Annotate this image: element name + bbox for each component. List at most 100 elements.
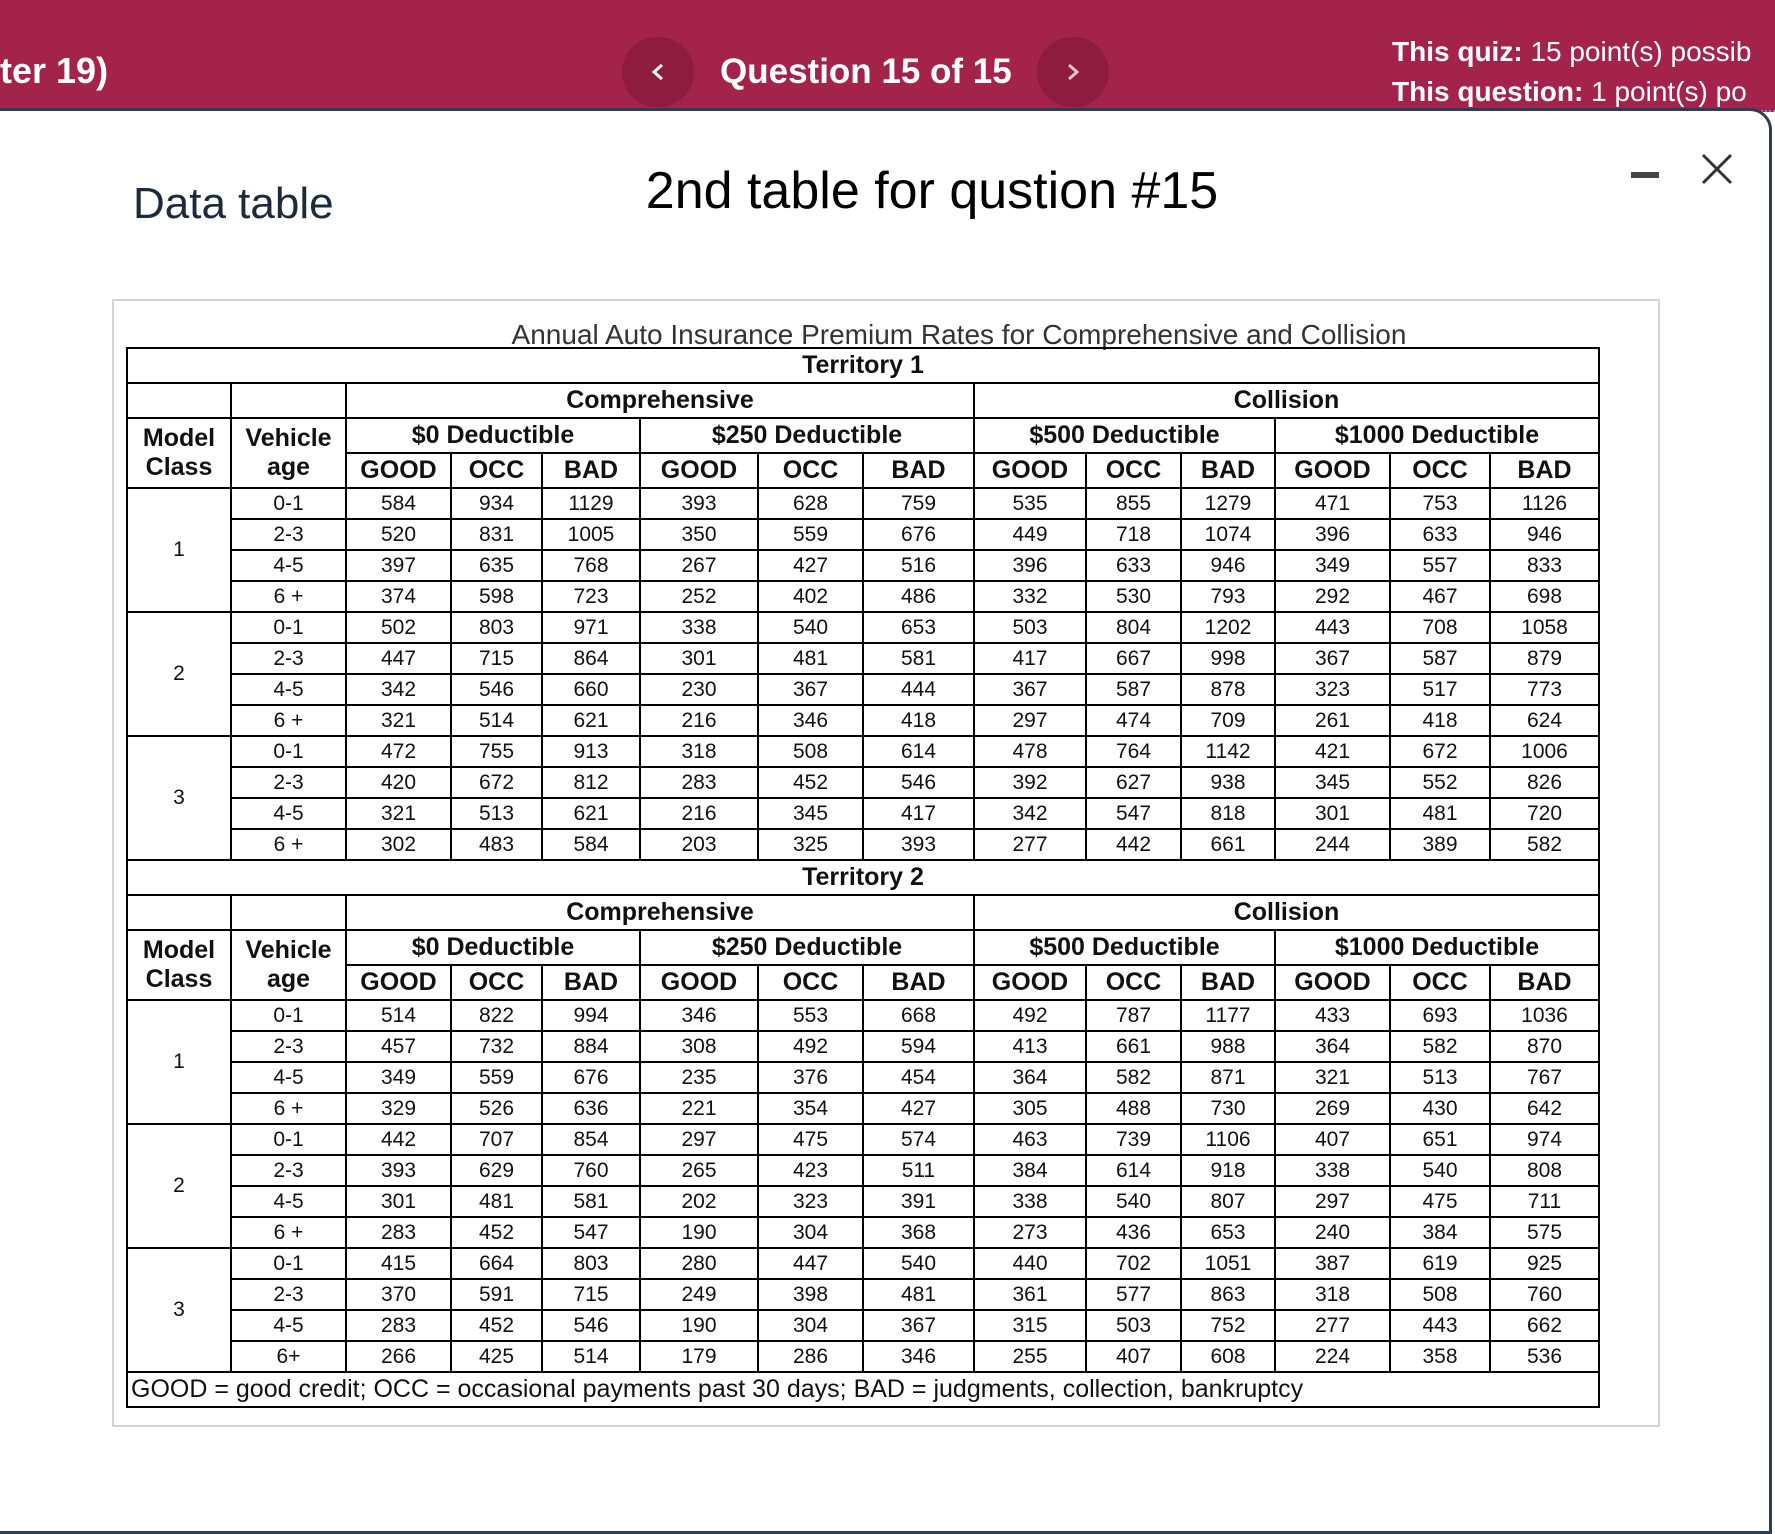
rating-header: BAD bbox=[1180, 452, 1276, 489]
premium-value: 624 bbox=[1489, 704, 1600, 737]
vehicle-age-header: Vehicle age bbox=[230, 417, 347, 489]
premium-value: 440 bbox=[973, 1247, 1087, 1280]
premium-value: 308 bbox=[639, 1030, 759, 1063]
premium-value: 581 bbox=[862, 642, 975, 675]
premium-value: 1142 bbox=[1180, 735, 1276, 768]
close-button[interactable] bbox=[1697, 149, 1737, 189]
table-note: GOOD = good credit; OCC = occasional pay… bbox=[126, 1371, 1600, 1408]
premium-value: 803 bbox=[450, 611, 543, 644]
premium-value: 325 bbox=[757, 828, 864, 861]
table-row: 6 +329 526 636 221 354 427 305 488 730 269 430 642 bbox=[127, 1092, 1600, 1125]
premium-value: 447 bbox=[757, 1247, 864, 1280]
premium-value: 249 bbox=[639, 1278, 759, 1311]
premium-value: 389 bbox=[1389, 828, 1491, 861]
premium-value: 442 bbox=[1085, 828, 1182, 861]
premium-value: 718 bbox=[1085, 518, 1182, 551]
premium-value: 711 bbox=[1489, 1185, 1600, 1218]
premium-value: 581 bbox=[541, 1185, 641, 1218]
premium-value: 269 bbox=[1274, 1092, 1391, 1125]
premium-value: 708 bbox=[1389, 611, 1491, 644]
premium-value: 266 bbox=[345, 1340, 452, 1373]
premium-value: 481 bbox=[450, 1185, 543, 1218]
premium-value: 759 bbox=[862, 487, 975, 520]
premium-value: 702 bbox=[1085, 1247, 1182, 1280]
table-row: 2-3 447 715 864 301 481 581 417 667 998 367 587 879 bbox=[127, 642, 1600, 675]
premium-value: 393 bbox=[862, 828, 975, 861]
premium-value: 536 bbox=[1489, 1340, 1600, 1373]
premium-value: 513 bbox=[1389, 1061, 1491, 1094]
premium-value: 546 bbox=[450, 673, 543, 706]
premium-value: 526 bbox=[450, 1092, 543, 1125]
premium-value: 374 bbox=[345, 580, 452, 613]
premium-value: 364 bbox=[973, 1061, 1087, 1094]
premium-value: 760 bbox=[1489, 1278, 1600, 1311]
vehicle-age: 0-1 bbox=[230, 611, 347, 644]
vehicle-age: 4-5 bbox=[230, 549, 347, 582]
minimize-button[interactable] bbox=[1627, 156, 1663, 192]
premium-value: 472 bbox=[345, 735, 452, 768]
premium-value: 321 bbox=[1274, 1061, 1391, 1094]
table-row: Model Class Vehicle age $0 Deductible $250 … bbox=[126, 929, 1600, 1001]
premium-value: 822 bbox=[450, 999, 543, 1032]
premium-value: 614 bbox=[862, 735, 975, 768]
premium-value: 633 bbox=[1389, 518, 1491, 551]
premium-value: 715 bbox=[541, 1278, 641, 1311]
premium-value: 938 bbox=[1180, 766, 1276, 799]
premium-value: 417 bbox=[973, 642, 1087, 675]
vehicle-age: 4-5 bbox=[230, 1185, 347, 1218]
premium-value: 621 bbox=[541, 797, 641, 830]
premium-value: 433 bbox=[1274, 999, 1391, 1032]
table-row: 2-3 520 831 1005 350 559 676 449 718 1074 396 633 94… bbox=[127, 518, 1600, 551]
premium-value: 302 bbox=[345, 828, 452, 861]
premium-value: 413 bbox=[973, 1030, 1087, 1063]
table-row: 4-5 283 452 546 190 304 367 315 503 752 277 443 662 bbox=[127, 1309, 1600, 1342]
rating-header: BAD bbox=[541, 452, 641, 489]
rating-header: OCC bbox=[1389, 964, 1491, 1001]
premium-value: 676 bbox=[541, 1061, 641, 1094]
premium-value: 396 bbox=[973, 549, 1087, 582]
premium-value: 349 bbox=[1274, 549, 1391, 582]
top-bar: ter 19) Question 15 of 15 This quiz: 15 … bbox=[0, 0, 1775, 112]
vehicle-age: 0-1 bbox=[230, 999, 347, 1032]
premium-value: 540 bbox=[1389, 1154, 1491, 1187]
premium-value: 457 bbox=[345, 1030, 452, 1063]
premium-value: 693 bbox=[1389, 999, 1491, 1032]
premium-value: 668 bbox=[862, 999, 975, 1032]
vehicle-age: 2-3 bbox=[230, 1278, 347, 1311]
premium-value: 787 bbox=[1085, 999, 1182, 1032]
premium-value: 768 bbox=[541, 549, 641, 582]
group-header: Collision bbox=[973, 894, 1600, 931]
table-row: 4-5 349 559 676 235 376 454 364 582 871 321 513 767 bbox=[127, 1061, 1600, 1094]
rating-header: OCC bbox=[1085, 452, 1182, 489]
premium-value: 574 bbox=[862, 1123, 975, 1156]
group-header: Collision bbox=[973, 382, 1600, 419]
group-header: Comprehensive bbox=[345, 382, 975, 419]
premium-value: 481 bbox=[1389, 797, 1491, 830]
rating-header: GOOD bbox=[973, 964, 1087, 1001]
premium-value: 629 bbox=[450, 1154, 543, 1187]
premium-value: 423 bbox=[757, 1154, 864, 1187]
premium-value: 179 bbox=[639, 1340, 759, 1373]
premium-value: 370 bbox=[345, 1278, 452, 1311]
premium-value: 557 bbox=[1389, 549, 1491, 582]
premium-value: 514 bbox=[541, 1340, 641, 1373]
table-row: 4-5 321 513 621 216 345 417 342 547 818 301 481 720 bbox=[127, 797, 1600, 830]
premium-value: 361 bbox=[973, 1278, 1087, 1311]
premium-value: 384 bbox=[973, 1154, 1087, 1187]
premium-value: 492 bbox=[757, 1030, 864, 1063]
model-class-header: Model Class bbox=[126, 417, 232, 489]
premium-value: 444 bbox=[862, 673, 975, 706]
model-class: 2 bbox=[126, 611, 232, 737]
table-row: 6 +321 514 621 216 346 418 297 474 709 261 418 624 bbox=[127, 704, 1600, 737]
premium-value: 723 bbox=[541, 580, 641, 613]
premium-value: 318 bbox=[1274, 1278, 1391, 1311]
premium-value: 190 bbox=[639, 1216, 759, 1249]
premium-value: 301 bbox=[639, 642, 759, 675]
vehicle-age: 6 + bbox=[230, 828, 347, 861]
vehicle-age: 2-3 bbox=[230, 642, 347, 675]
premium-value: 418 bbox=[1389, 704, 1491, 737]
next-button[interactable] bbox=[1037, 37, 1109, 107]
premium-value: 345 bbox=[1274, 766, 1391, 799]
table-row: 6 +302 483 584 203 325 393 277 442 661 244 389 582 bbox=[127, 828, 1600, 861]
previous-button[interactable] bbox=[622, 37, 694, 107]
